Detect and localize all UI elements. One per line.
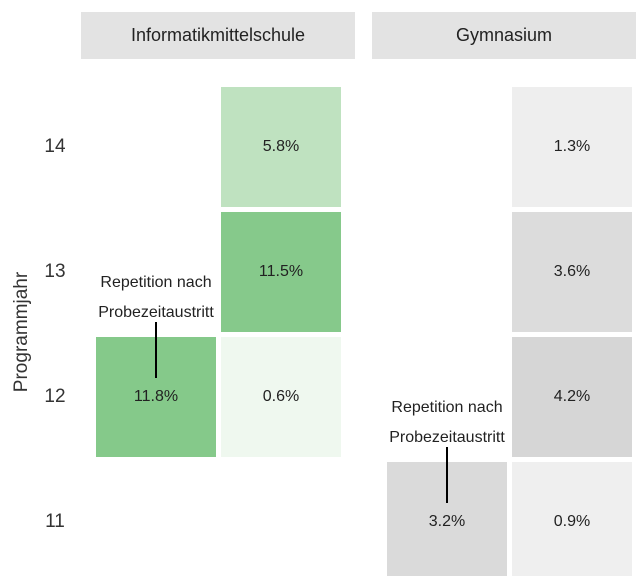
y-tick-label: 14 (44, 136, 66, 157)
y-tick-label: 13 (44, 261, 65, 282)
tile-label: 3.6% (554, 263, 590, 280)
annotation: Repetition nach (391, 399, 502, 416)
tile-label: 11.8% (134, 388, 178, 405)
facet-strip (372, 12, 636, 59)
tile-label: 1.3% (554, 138, 590, 155)
tile (512, 462, 632, 576)
tile (221, 337, 341, 457)
y-tick-label: 11 (45, 511, 65, 532)
tile (221, 87, 341, 207)
facet-title: Gymnasium (456, 25, 552, 45)
y-axis-label: Programmjahr (11, 271, 32, 392)
tile-label: 11.5% (259, 263, 303, 280)
tile-label: 4.2% (554, 388, 590, 405)
tile (512, 337, 632, 457)
tile (512, 87, 632, 207)
tile-label: 3.2% (429, 513, 465, 530)
tile-label: 5.8% (263, 138, 299, 155)
tile-label: 0.6% (263, 388, 299, 405)
facet-title: Informatikmittelschule (131, 25, 305, 45)
tile-label: 0.9% (554, 513, 590, 530)
annotation: Probezeitaustritt (98, 304, 214, 321)
facet-strip (81, 12, 355, 59)
annotation: Repetition nach (100, 274, 211, 291)
annotation: Probezeitaustritt (389, 429, 505, 446)
y-tick-label: 12 (44, 386, 65, 407)
tile (221, 212, 341, 332)
tile (512, 212, 632, 332)
